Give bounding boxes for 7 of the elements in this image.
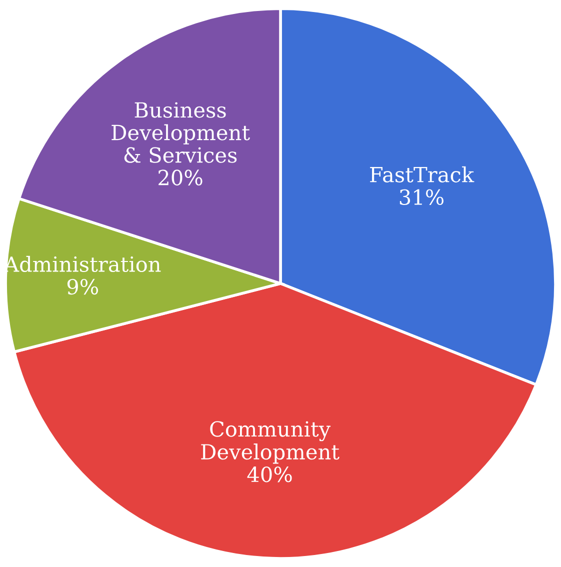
slice-label: Business Development & Services [112,102,250,163]
slice-label: Community Development [201,421,340,464]
data-label: 40% [247,466,292,482]
data-label: 31% [400,189,444,205]
data-label: 9% [67,278,98,295]
data-label: 20% [158,170,202,186]
slice-label: FastTrack [370,166,474,182]
